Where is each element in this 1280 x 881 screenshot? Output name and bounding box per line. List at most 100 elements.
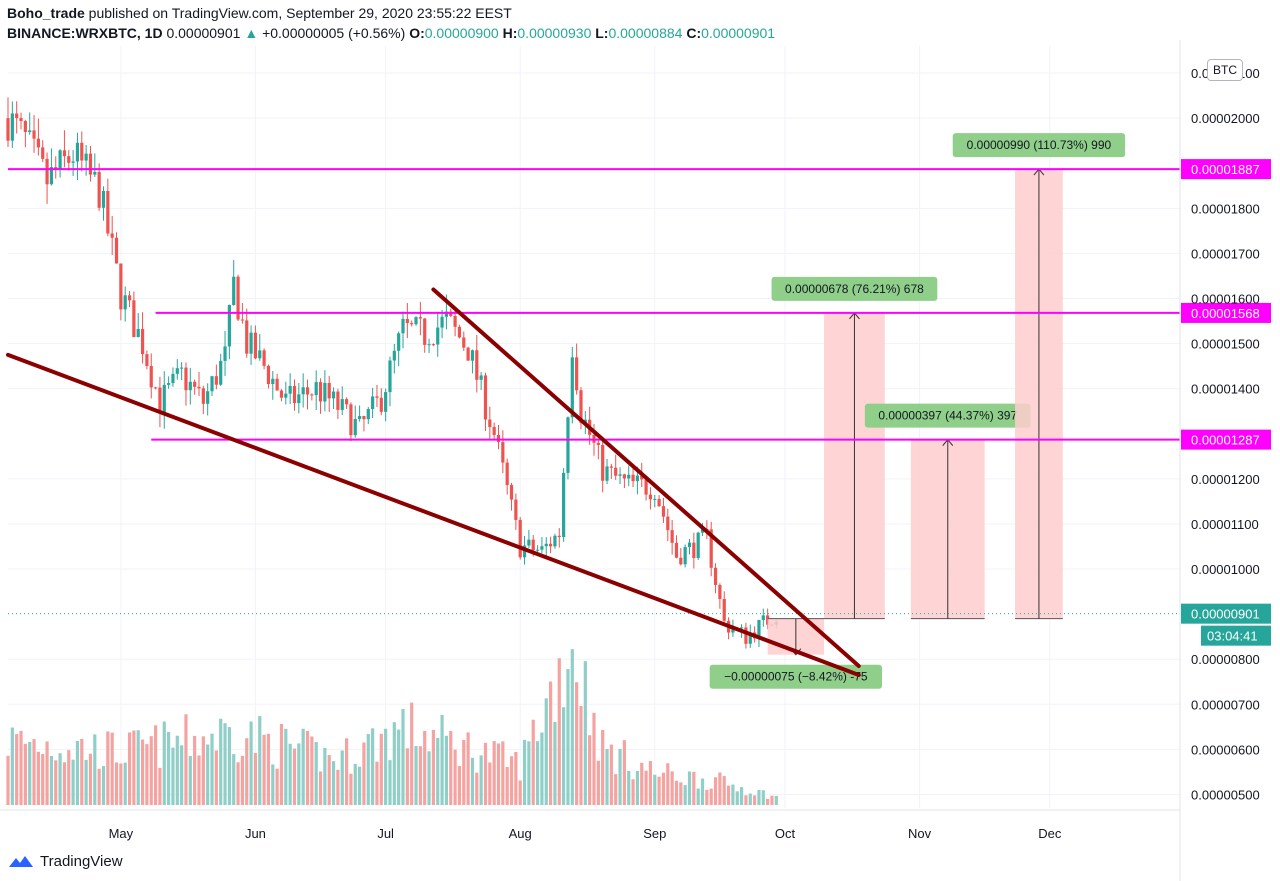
candle-body bbox=[253, 332, 258, 359]
symbol-label[interactable]: BINANCE:WRXBTC, 1D bbox=[7, 25, 163, 41]
volume-bar bbox=[579, 706, 583, 805]
candle-body bbox=[553, 535, 557, 547]
price-axis[interactable]: 0.00000500 0.00000600 0.00000700 0.00000800… bbox=[1179, 40, 1260, 881]
volume-bar bbox=[88, 753, 93, 805]
volume-bar bbox=[440, 714, 444, 805]
volume-bar bbox=[744, 795, 748, 805]
volume-bar bbox=[540, 732, 544, 805]
candle-body bbox=[418, 317, 422, 319]
candle-body bbox=[700, 528, 705, 533]
volume-bar bbox=[71, 759, 75, 805]
candle-body bbox=[457, 326, 462, 338]
volume-bar bbox=[310, 736, 314, 805]
candle-body bbox=[136, 328, 140, 338]
level-price-label: 0.00001287 bbox=[1191, 433, 1260, 448]
candle-body bbox=[423, 318, 427, 345]
candle-body bbox=[140, 328, 145, 355]
candle-body bbox=[627, 474, 631, 479]
candle-body bbox=[366, 409, 370, 420]
candle-body bbox=[635, 475, 640, 482]
candle-body bbox=[496, 434, 501, 443]
volume-bar bbox=[327, 755, 331, 805]
candle-body bbox=[71, 161, 75, 163]
price-tick-label: 0.00001600 bbox=[1191, 291, 1260, 306]
candle-body bbox=[379, 397, 383, 412]
time-axis[interactable]: May Jun Jul Aug Sep Oct Nov Dec bbox=[0, 809, 1180, 841]
projection-label-box bbox=[709, 664, 883, 689]
low-label: L: bbox=[595, 25, 609, 41]
candle-body bbox=[114, 237, 119, 264]
candle-body bbox=[171, 373, 175, 384]
candle-body bbox=[709, 529, 713, 568]
volume-bar bbox=[457, 766, 462, 805]
candle-body bbox=[666, 516, 670, 531]
time-tick-label: Jun bbox=[245, 826, 266, 841]
volume-bar bbox=[531, 719, 535, 805]
volume-bar bbox=[605, 748, 609, 805]
volume-bar bbox=[687, 771, 692, 805]
candle-body bbox=[188, 381, 192, 391]
candle-body bbox=[284, 393, 288, 398]
candle-body bbox=[661, 506, 666, 517]
volume-bar bbox=[153, 725, 158, 805]
volume-bar bbox=[696, 788, 700, 805]
volume-bar bbox=[644, 770, 648, 805]
candle-body bbox=[28, 130, 32, 132]
volume-bar bbox=[653, 774, 657, 805]
volume-bar bbox=[535, 741, 540, 805]
time-tick-label: May bbox=[109, 826, 134, 841]
volume-bar bbox=[657, 776, 661, 805]
horizontal-levels: 0.00001887 0.00001568 0.00001287 0.00000901… bbox=[8, 159, 1271, 646]
volume-bar bbox=[284, 728, 288, 805]
volume-bar bbox=[15, 734, 19, 805]
projection-label: 0.00000990 (110.73%) 990 bbox=[967, 138, 1112, 152]
candle-body bbox=[288, 385, 292, 394]
volume-bar bbox=[275, 768, 279, 805]
trendlines bbox=[6, 287, 861, 677]
volume-bar bbox=[353, 763, 357, 805]
volume-bar bbox=[175, 735, 179, 805]
candle-body bbox=[575, 357, 579, 391]
volume-bar bbox=[492, 741, 496, 805]
close-value: 0.00000901 bbox=[701, 25, 776, 41]
candle-body bbox=[97, 171, 101, 208]
candle-body bbox=[505, 462, 509, 486]
volume-bar bbox=[774, 795, 778, 805]
volume-bar bbox=[106, 731, 110, 805]
volume-bar bbox=[648, 761, 653, 805]
candle-body bbox=[531, 539, 535, 551]
volume-bar bbox=[136, 730, 140, 805]
author-name[interactable]: Boho_trade bbox=[7, 5, 85, 21]
volume-bar bbox=[292, 748, 297, 805]
projection-label-box bbox=[771, 276, 938, 301]
volume-bar bbox=[249, 721, 253, 805]
last-price: 0.00000901 bbox=[166, 25, 241, 41]
volume-bar bbox=[674, 780, 679, 805]
candle-body bbox=[653, 498, 657, 500]
level-price-badge bbox=[1181, 302, 1271, 323]
candle-body bbox=[644, 479, 648, 495]
axis-currency-label[interactable]: BTC bbox=[1207, 59, 1243, 81]
level-price-badge bbox=[1181, 429, 1271, 450]
volume-bar bbox=[479, 755, 483, 805]
candle-body bbox=[197, 386, 201, 389]
volume-bar bbox=[58, 753, 62, 805]
volume-bar bbox=[331, 761, 336, 805]
volume-bar bbox=[54, 760, 58, 805]
candle-body bbox=[444, 311, 449, 317]
volume-bar bbox=[301, 728, 305, 805]
candle-body bbox=[405, 318, 409, 324]
volume-bar bbox=[575, 682, 579, 805]
volume-bar bbox=[323, 747, 327, 805]
candle-body bbox=[6, 118, 10, 141]
projection-label: 0.00000397 (44.37%) 397 bbox=[878, 409, 1017, 423]
candle-body bbox=[375, 396, 379, 398]
volume-bar bbox=[548, 681, 553, 805]
volume-bar bbox=[770, 795, 774, 805]
candle-body bbox=[631, 474, 635, 482]
candle-body bbox=[518, 519, 522, 558]
level-price-label: 0.00001568 bbox=[1191, 306, 1260, 321]
level-price-label: 0.00001887 bbox=[1191, 162, 1260, 177]
candle-body bbox=[540, 546, 544, 550]
